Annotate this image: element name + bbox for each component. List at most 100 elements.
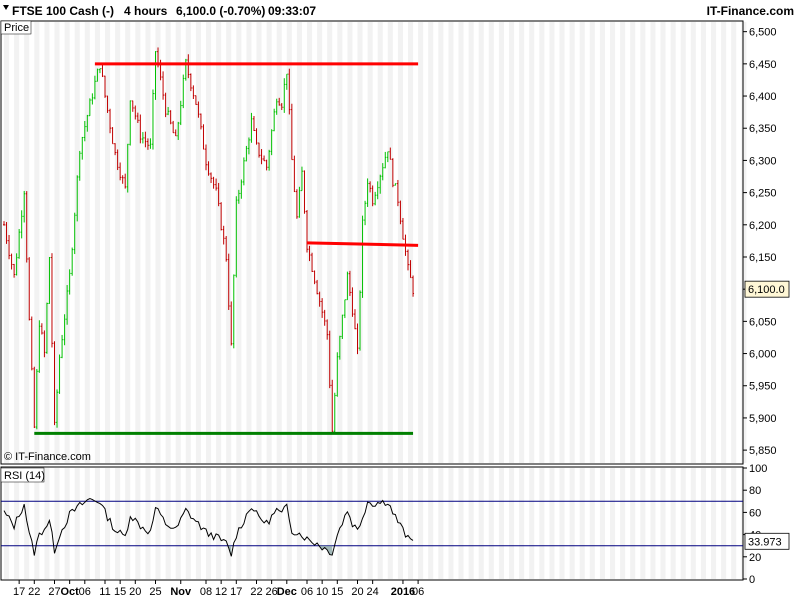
day-stripe xyxy=(488,22,494,463)
day-stripe xyxy=(680,22,686,463)
x-tick-label: 22 xyxy=(28,586,40,598)
day-stripe xyxy=(145,468,151,579)
day-stripe xyxy=(519,22,525,463)
price-panel: Price © IT-Finance.com 5,850 5,900 5,950 6,… xyxy=(0,20,790,465)
day-stripe xyxy=(660,468,666,579)
day-stripe xyxy=(276,22,282,463)
day-stripe xyxy=(569,22,575,463)
x-tick-label: 2016 xyxy=(391,586,415,598)
day-stripe xyxy=(84,22,90,463)
day-stripe xyxy=(347,468,353,579)
rsi-tick-label: 100 xyxy=(749,463,767,475)
day-stripe xyxy=(165,22,171,463)
price-tick-label: 6,400 xyxy=(749,91,777,103)
price-tick-label: 5,950 xyxy=(749,381,777,393)
day-stripe xyxy=(478,468,484,579)
rsi-panel: RSI (14) 02040608010033.973 xyxy=(0,463,790,586)
day-stripe xyxy=(256,22,262,463)
day-stripe xyxy=(549,468,555,579)
day-stripe xyxy=(509,468,515,579)
x-tick-label: Nov xyxy=(170,586,192,598)
day-stripe xyxy=(357,468,363,579)
day-stripe xyxy=(135,468,141,579)
day-stripe xyxy=(418,468,424,579)
price-tick-label: 6,050 xyxy=(749,316,777,328)
day-stripe xyxy=(44,468,50,579)
day-stripe xyxy=(175,468,181,579)
day-stripe xyxy=(296,468,302,579)
x-tick-label: 15 xyxy=(114,586,126,598)
day-stripe xyxy=(84,468,90,579)
day-stripe xyxy=(599,468,605,579)
rsi-bands xyxy=(1,500,743,547)
day-stripe xyxy=(549,22,555,463)
rsi-last-box xyxy=(744,532,790,550)
day-stripe xyxy=(529,468,535,579)
day-stripe xyxy=(721,22,727,463)
day-stripe xyxy=(458,468,464,579)
day-stripe xyxy=(286,468,292,579)
price-panel-label: Price xyxy=(4,22,29,34)
day-stripe xyxy=(216,22,222,463)
day-stripe xyxy=(438,468,444,579)
day-stripe xyxy=(498,468,504,579)
rsi-panel-border xyxy=(0,466,744,581)
day-stripe xyxy=(165,468,171,579)
price-tick-label: 6,200 xyxy=(749,220,777,232)
day-stripe xyxy=(337,468,343,579)
day-stripe xyxy=(559,22,565,463)
instrument-name: FTSE 100 Cash (-) xyxy=(12,4,114,18)
day-stripe xyxy=(64,22,70,463)
day-stripe xyxy=(387,22,393,463)
x-tick-label: 25 xyxy=(149,586,161,598)
day-stripe xyxy=(640,22,646,463)
rsi-tick-label: 20 xyxy=(749,552,761,564)
day-stripe xyxy=(94,22,100,463)
x-tick-label: 06 xyxy=(301,586,313,598)
day-stripe xyxy=(397,22,403,463)
day-stripe xyxy=(226,468,232,579)
day-stripe xyxy=(579,22,585,463)
day-stripe xyxy=(14,22,20,463)
day-stripe xyxy=(559,468,565,579)
x-tick-label: 27 xyxy=(48,586,60,598)
day-stripe xyxy=(589,468,595,579)
day-stripe xyxy=(428,22,434,463)
day-stripe xyxy=(14,468,20,579)
rsi-tick-label: 80 xyxy=(749,485,761,497)
day-stripe xyxy=(428,468,434,579)
day-stripe xyxy=(175,22,181,463)
day-stripe xyxy=(155,22,161,463)
day-stripe xyxy=(105,22,111,463)
day-stripe xyxy=(458,22,464,463)
rsi-line xyxy=(3,497,414,557)
x-tick-label: Dec xyxy=(277,586,297,598)
price-tick-label: 5,850 xyxy=(749,445,777,457)
day-stripe xyxy=(589,22,595,463)
x-tick-label: 24 xyxy=(367,586,379,598)
day-stripe xyxy=(630,468,636,579)
rsi-tick-label: 60 xyxy=(749,507,761,519)
day-stripe xyxy=(195,22,201,463)
day-stripe xyxy=(377,468,383,579)
day-stripe xyxy=(115,468,121,579)
header-bar: FTSE 100 Cash (-) 4 hours 6,100.0 (-0.70… xyxy=(0,0,800,20)
rsi-panel-label-box xyxy=(0,467,45,483)
trend-line-2 xyxy=(306,241,419,247)
watermark: © IT-Finance.com xyxy=(4,451,91,463)
day-stripe xyxy=(529,22,535,463)
day-stripe xyxy=(670,22,676,463)
day-stripe xyxy=(155,468,161,579)
x-tick-label: 20 xyxy=(351,586,363,598)
day-stripe xyxy=(660,22,666,463)
rsi-last-label: 33.973 xyxy=(748,536,782,548)
day-stripe xyxy=(408,22,414,463)
last-price-box xyxy=(744,280,790,298)
price-panel-stripes xyxy=(4,22,747,463)
day-stripe xyxy=(296,22,302,463)
day-stripe xyxy=(34,468,40,579)
day-stripe xyxy=(94,468,100,579)
x-tick-label: 17 xyxy=(13,586,25,598)
